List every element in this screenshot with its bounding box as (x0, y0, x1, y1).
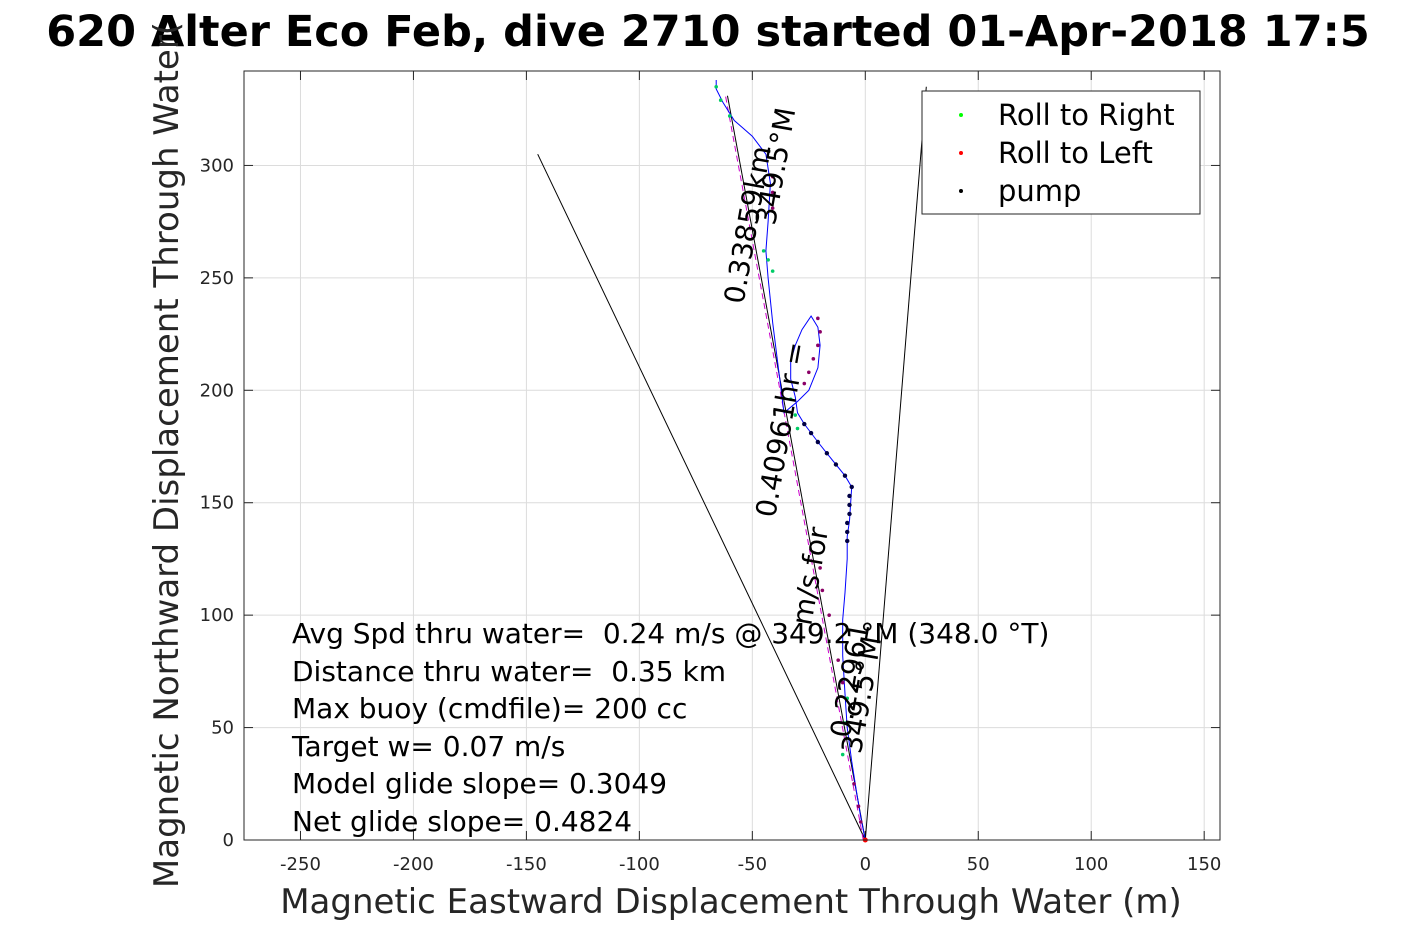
roll-left-point (827, 613, 831, 617)
x-tick-label: 100 (1074, 854, 1108, 875)
y-tick-label: 300 (200, 155, 234, 176)
roll-right-point (761, 249, 766, 253)
pump-point (824, 451, 830, 456)
pump-point (802, 421, 807, 427)
pump-point (815, 439, 821, 445)
roll-left-point (856, 804, 861, 809)
cone-line (864, 86, 927, 841)
x-tick-labels: -250 -200 -150 -100 -50 0 50 100 150 (280, 854, 1221, 875)
stat-max-buoy: Max buoy (cmdfile)= 200 cc (292, 692, 687, 725)
roll-left-point (836, 658, 840, 662)
pump-point (845, 529, 850, 535)
roll-left-point (818, 330, 822, 334)
roll-right-point (788, 397, 793, 402)
x-tick-label: 50 (967, 854, 990, 875)
roll-right-point (845, 696, 850, 701)
legend: Roll to Right Roll to Left pump (921, 90, 1201, 215)
y-tick-label: 250 (200, 268, 234, 289)
legend-label-roll-right: Roll to Right (998, 98, 1175, 132)
pump-point (833, 462, 839, 467)
x-tick-label: 150 (1187, 854, 1221, 875)
roll-right-point (843, 721, 847, 725)
x-tick-label: -100 (619, 854, 660, 875)
roll-left-point (811, 357, 816, 361)
legend-label-pump: pump (998, 174, 1081, 208)
x-tick-label: -50 (738, 854, 767, 875)
roll-right-point (766, 258, 770, 262)
stat-net-glide: Net glide slope= 0.4824 (292, 805, 632, 838)
roll-left-point (818, 566, 822, 570)
dive-track (715, 80, 866, 841)
pump-point (847, 502, 852, 508)
roll-right-point (727, 114, 732, 118)
stat-target-w: Target w= 0.07 m/s (291, 730, 565, 763)
pump-point (845, 538, 850, 544)
roll-left-point (807, 370, 811, 375)
mean-track-line (724, 95, 866, 841)
mean-line-magenta (724, 95, 864, 841)
pump-point (845, 520, 850, 526)
legend-marker-roll-left (959, 151, 963, 155)
legend-marker-roll-right (959, 113, 963, 117)
legend-label-roll-left: Roll to Left (998, 136, 1153, 170)
roll-right-point (714, 84, 718, 89)
roll-left-point (770, 174, 775, 179)
roll-left-point (858, 820, 863, 824)
roll-right-point (718, 98, 723, 103)
x-tick-label: -200 (393, 854, 434, 875)
roll-left-point (770, 190, 775, 195)
y-tick-labels: 0 50 100 150 200 250 300 (200, 155, 234, 851)
y-axis-label: Magnetic Northward Displacement Through … (147, 22, 187, 888)
mean-line (726, 95, 866, 841)
legend-box (921, 90, 1201, 215)
track-line (715, 80, 866, 841)
x-tick-label: -250 (280, 854, 321, 875)
roll-left-point (802, 381, 807, 386)
roll-left-point (852, 781, 856, 786)
roll-left-point (840, 680, 845, 685)
track-points (714, 84, 868, 843)
stats-block: Avg Spd thru water= 0.24 m/s @ 349.2 °M … (291, 617, 1049, 838)
stat-distance: Distance thru water= 0.35 km (292, 655, 726, 688)
roll-left-point (816, 343, 820, 348)
roll-left-point (816, 316, 820, 321)
roll-right-point (795, 426, 800, 431)
roll-right-point (770, 269, 775, 273)
stat-avg-speed: Avg Spd thru water= 0.24 m/s @ 349.2 °M … (292, 617, 1049, 650)
chart-title: 620 Alter Eco Feb, dive 2710 started 01-… (46, 7, 1369, 57)
roll-right-point (793, 413, 798, 417)
pump-point (849, 484, 854, 490)
y-tick-label: 0 (223, 830, 234, 851)
legend-marker-pump (959, 189, 963, 193)
x-tick-label: 0 (860, 854, 871, 875)
pump-point (808, 430, 814, 436)
stat-model-glide: Model glide slope= 0.3049 (292, 767, 667, 800)
pump-point (847, 511, 852, 517)
y-tick-label: 150 (200, 493, 234, 514)
roll-left-point (770, 206, 775, 210)
pump-point (847, 493, 852, 499)
cone-line (537, 153, 866, 841)
plot-frame (243, 70, 1221, 841)
y-tick-label: 100 (200, 605, 234, 626)
pump-point (842, 473, 848, 478)
y-tick-label: 200 (200, 380, 234, 401)
cone-lines (537, 86, 927, 841)
roll-left-point (820, 588, 825, 593)
x-tick-label: -150 (506, 854, 547, 875)
roll-right-point (840, 752, 845, 757)
y-tick-label: 50 (211, 718, 234, 739)
x-axis-label: Magnetic Eastward Displacement Through W… (280, 882, 1182, 922)
